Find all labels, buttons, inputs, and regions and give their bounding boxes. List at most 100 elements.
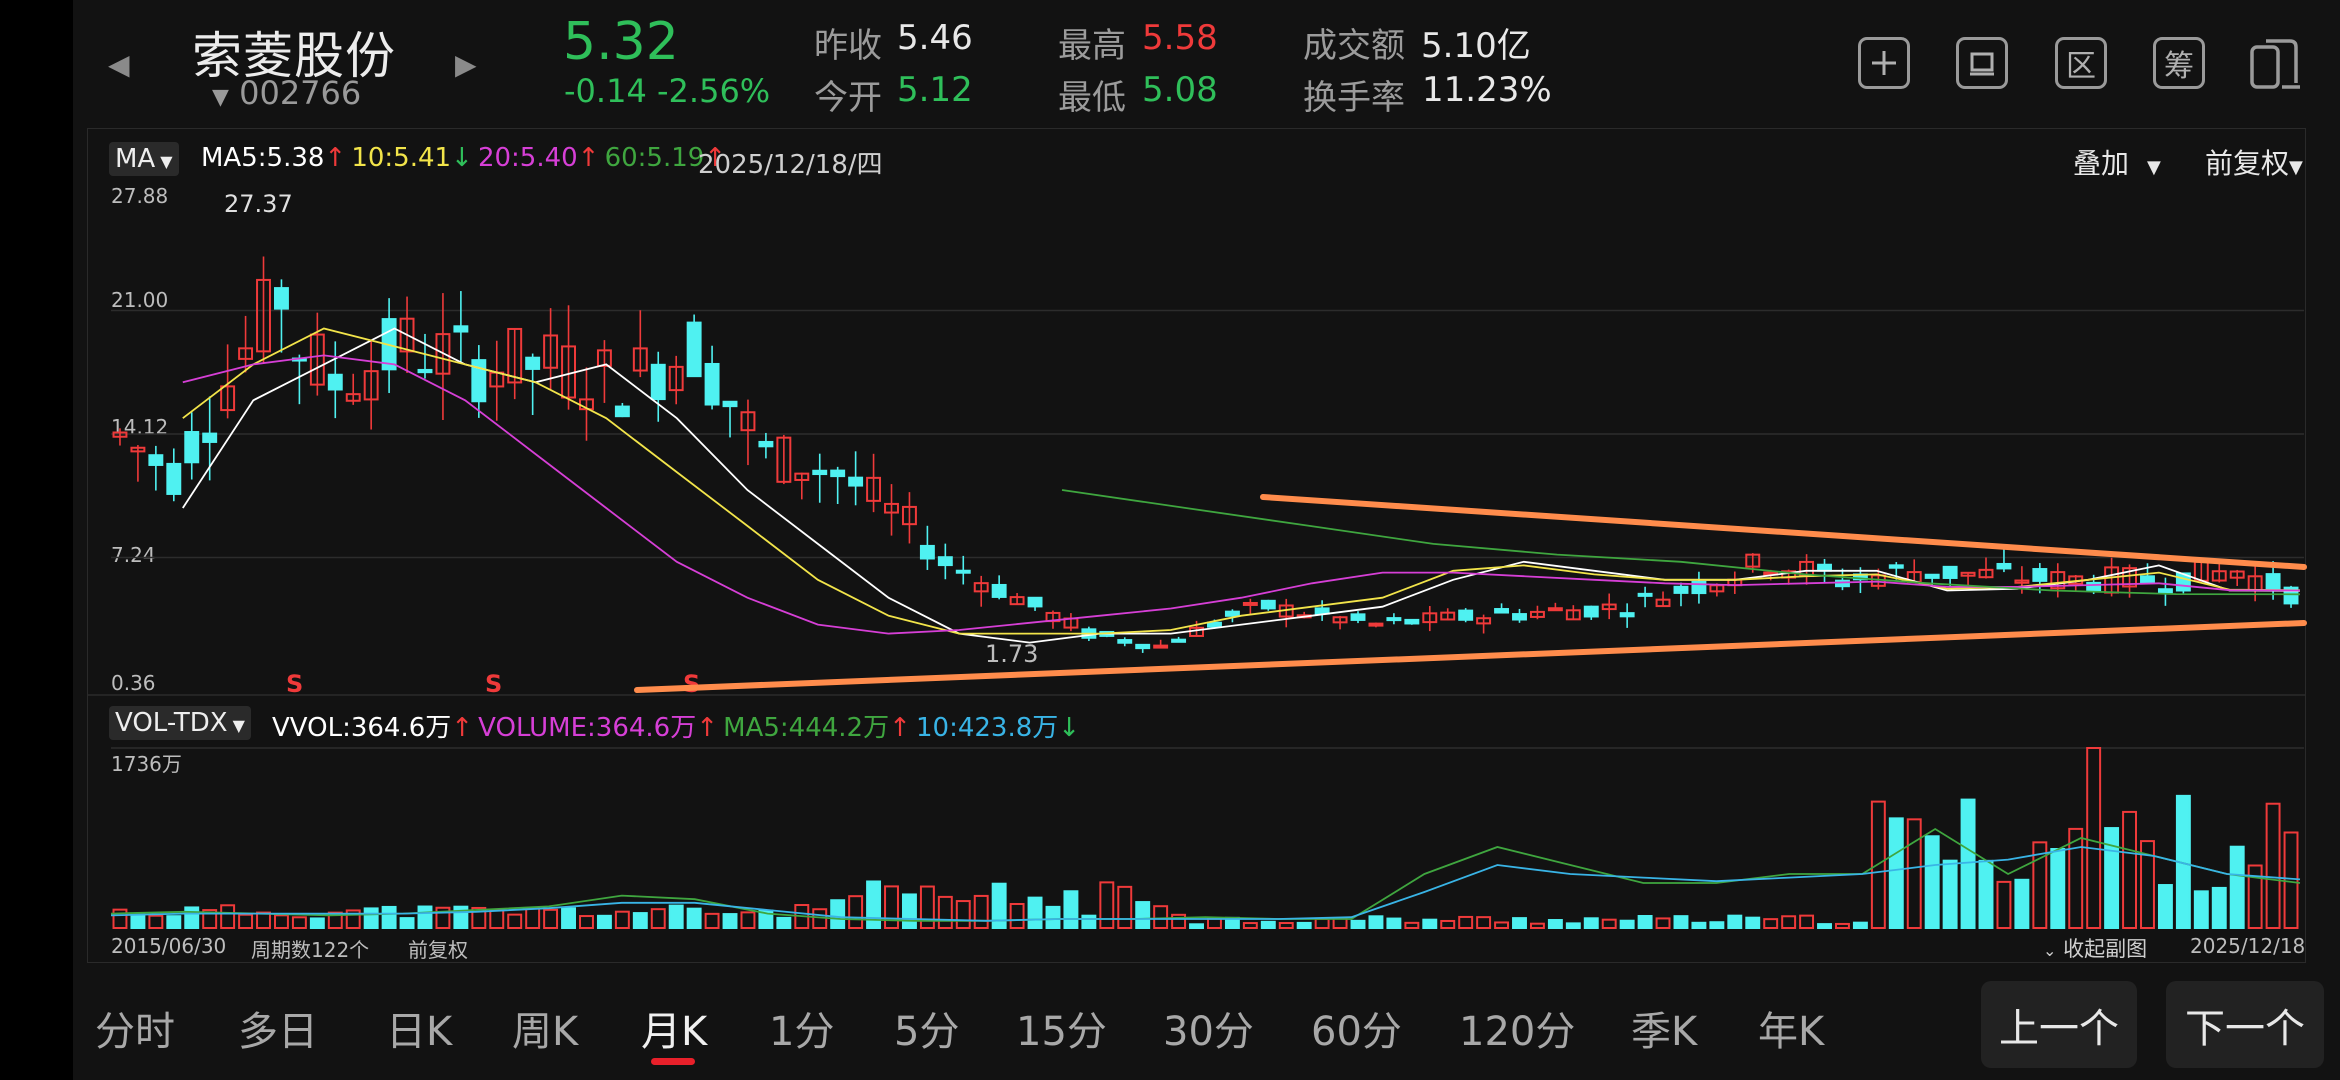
open-value: 5.12 (897, 70, 973, 110)
tab-6[interactable]: 5分 (894, 1009, 960, 1055)
volume-bar (650, 908, 666, 929)
candle-body (1960, 571, 1976, 577)
candle-body (202, 432, 218, 443)
overlay-selector[interactable]: 叠加 ▼ (2073, 142, 2161, 182)
dropdown-caret-icon: ▼ (212, 85, 229, 110)
volume-bar (1709, 921, 1725, 930)
volume-bar (1888, 817, 1904, 929)
candle-body (614, 405, 630, 418)
candle-body (363, 370, 379, 401)
volume-bar (1835, 922, 1850, 930)
prev-stock-arrow-icon[interactable]: ◀ (108, 48, 130, 81)
volume-bar (1745, 916, 1761, 930)
next-stock-arrow-icon[interactable]: ▶ (455, 48, 477, 81)
volume-bar (1350, 919, 1366, 930)
volume-bar (1296, 921, 1312, 930)
volume-bar (1476, 916, 1492, 930)
volume-bar (1673, 915, 1689, 930)
candle-body (507, 327, 523, 384)
screen-icon[interactable] (2246, 33, 2306, 97)
prev-close-label: 昨收 (814, 26, 882, 66)
volume-bar (1099, 881, 1115, 929)
draw-icon[interactable] (1956, 37, 2008, 89)
ma-line-60 (1061, 489, 2301, 596)
volume-bar (1278, 922, 1294, 929)
dropdown-caret-icon: ▼ (2147, 157, 2161, 178)
candle-body (1888, 564, 1904, 569)
adjust-selector[interactable]: 前复权▼ (2205, 142, 2303, 182)
overlay-label: 叠加 (2073, 147, 2130, 180)
tab-12[interactable]: 年K (1758, 1009, 1825, 1055)
tab-0[interactable]: 分时 (95, 1009, 175, 1055)
volume-bar (830, 899, 846, 929)
dropdown-caret-icon: ▼ (227, 716, 245, 735)
tab-10[interactable]: 120分 (1459, 1009, 1576, 1055)
candle-body (668, 365, 684, 392)
chip-icon[interactable]: 筹 (2153, 37, 2205, 89)
range-icon[interactable]: 区 (2055, 37, 2107, 89)
candle-body (2211, 570, 2227, 582)
prev-button[interactable]: 上一个 (1981, 981, 2137, 1068)
min-price-label: 1.73 (985, 640, 1039, 668)
candle-body (112, 431, 128, 438)
candle-body (973, 582, 989, 593)
volume-bar (1458, 915, 1474, 930)
volume-bar (220, 904, 236, 930)
candle-body (2140, 575, 2155, 584)
stock-code[interactable]: ▼ 002766 (212, 74, 361, 112)
kline-chart[interactable] (0, 0, 2340, 700)
volume-bar (381, 905, 397, 930)
collapse-subchart-button[interactable]: ⌄ 收起副图 (2043, 933, 2147, 963)
prev-close-value: 5.46 (897, 18, 973, 58)
open-label: 今开 (814, 78, 882, 118)
candle-body (399, 317, 415, 353)
ma-values-row: MA5:5.38↑ 10:5.41↓ 20:5.40↑ 60:5.19↑ (201, 143, 726, 173)
volume-bar (1637, 915, 1653, 929)
next-button[interactable]: 下一个 (2166, 981, 2324, 1068)
vol-ma10-value: 10:423.8万 (915, 713, 1059, 743)
volume-bar (2032, 841, 2048, 929)
vol-indicator-selector[interactable]: VOL-TDX ▼ (109, 706, 251, 740)
tab-8[interactable]: 30分 (1163, 1009, 1254, 1055)
candle-body (2086, 581, 2102, 592)
candle-body (776, 436, 792, 483)
volume-bar (256, 911, 271, 930)
up-arrow-icon: ↑ (704, 143, 727, 173)
tab-3[interactable]: 周K (512, 1009, 579, 1055)
volume-bar (148, 914, 164, 929)
vvol-value: VVOL:364.6万 (272, 713, 452, 743)
vol-y-max: 1736万 (111, 752, 182, 776)
down-arrow-icon: ↓ (451, 143, 473, 173)
volume-bar (686, 907, 702, 929)
volume-bar (130, 913, 146, 930)
volume-bar (2014, 878, 2030, 930)
volume-bar (1171, 913, 1187, 929)
candle-body (1673, 585, 1689, 594)
candle-body (1745, 553, 1761, 568)
tab-2[interactable]: 日K (386, 1009, 453, 1055)
tab-7[interactable]: 15分 (1016, 1009, 1107, 1055)
volume-bar (1942, 859, 1958, 930)
candle-body (1476, 617, 1492, 625)
candle-body (884, 502, 899, 514)
plus-icon-glyph (1872, 51, 1896, 75)
tab-5[interactable]: 1分 (769, 1009, 835, 1055)
volume-chart[interactable] (0, 0, 2340, 940)
volume-bar (1547, 919, 1563, 930)
tab-1[interactable]: 多日 (238, 1009, 318, 1055)
chart-frame[interactable] (87, 128, 2306, 963)
candle-body (991, 583, 1007, 598)
volume-bar (2068, 827, 2084, 930)
candle-body (1135, 643, 1151, 650)
dropdown-caret-icon: ▼ (2289, 157, 2303, 178)
ma-indicator-selector[interactable]: MA ▼ (109, 142, 179, 176)
candle-body (2157, 588, 2173, 594)
volume-bar (1727, 914, 1743, 930)
volume-bar (776, 916, 792, 930)
plus-icon[interactable] (1858, 37, 1910, 89)
tab-11[interactable]: 季K (1631, 1009, 1698, 1055)
volume-bar (1494, 921, 1510, 930)
tab-9[interactable]: 60分 (1311, 1009, 1402, 1055)
tab-4[interactable]: 月K (641, 1009, 708, 1055)
volume-bar (363, 907, 379, 929)
